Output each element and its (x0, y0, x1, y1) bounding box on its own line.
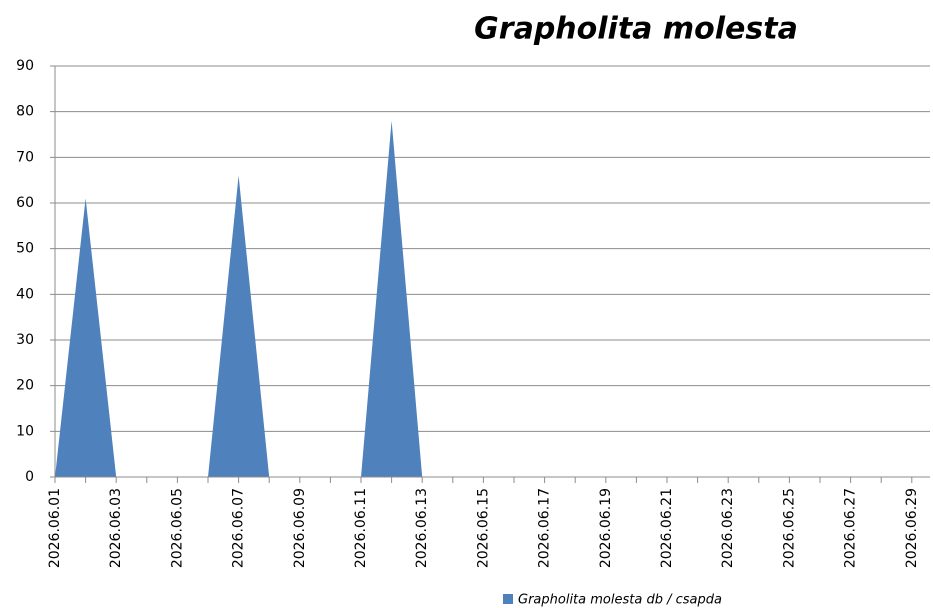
y-tick-label: 60 (16, 195, 34, 211)
x-tick-label: 2026.06.27 (843, 488, 859, 568)
x-tick-label: 2026.06.11 (353, 488, 369, 568)
y-tick-label: 0 (25, 469, 34, 485)
area (55, 120, 912, 478)
y-tick-label: 70 (16, 149, 34, 165)
legend-label: Grapholita molesta db / csapda (518, 593, 722, 608)
y-tick-label: 20 (16, 378, 34, 394)
x-tick-label: 2026.06.09 (292, 488, 308, 568)
x-tick-label: 2026.06.25 (781, 488, 797, 568)
x-tick-label: 2026.06.13 (414, 488, 430, 568)
x-tick-label: 2026.06.17 (537, 488, 553, 568)
x-tick-label: 2026.06.05 (169, 488, 185, 568)
y-tick-label: 80 (16, 104, 34, 120)
y-tick-label: 90 (16, 58, 34, 74)
y-tick-label: 30 (16, 332, 34, 348)
x-tick-label: 2026.06.01 (47, 488, 63, 568)
y-tick-label: 40 (16, 286, 34, 302)
y-tick-label: 50 (16, 241, 34, 257)
x-tick-label: 2026.06.23 (720, 488, 736, 568)
legend-swatch (503, 594, 513, 604)
x-tick-label: 2026.06.19 (598, 488, 614, 568)
x-tick-label: 2026.06.07 (231, 488, 247, 568)
x-tick-label: 2026.06.29 (904, 488, 920, 568)
x-tick-label: 2026.06.21 (659, 488, 675, 568)
x-tick-label: 2026.06.15 (475, 488, 491, 568)
chart-title: Grapholita molesta (474, 12, 798, 47)
y-tick-label: 10 (16, 423, 34, 439)
x-tick-label: 2026.06.03 (108, 488, 124, 568)
